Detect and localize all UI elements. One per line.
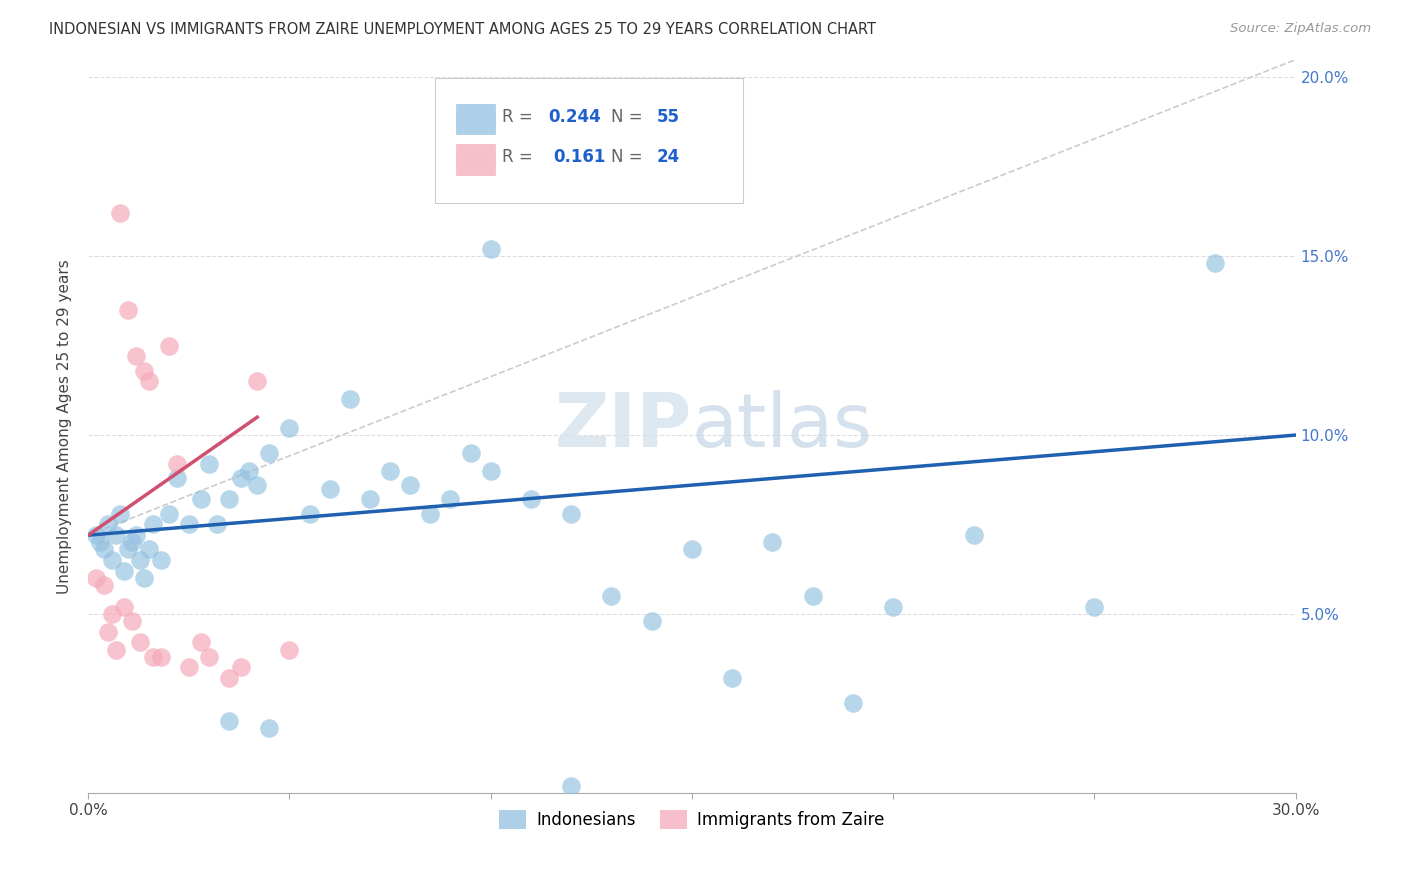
Point — [125, 350, 148, 364]
Point — [129, 635, 152, 649]
Point — [761, 535, 783, 549]
Point — [105, 642, 128, 657]
Point — [882, 599, 904, 614]
Point — [93, 578, 115, 592]
Point — [259, 446, 281, 460]
Point — [110, 206, 132, 220]
Point — [560, 779, 582, 793]
Point — [218, 492, 240, 507]
Point — [177, 660, 200, 674]
Point — [149, 553, 172, 567]
Point — [246, 375, 269, 389]
Text: N =: N = — [612, 108, 648, 126]
Point — [157, 507, 180, 521]
FancyBboxPatch shape — [434, 78, 742, 202]
Point — [318, 482, 340, 496]
Point — [121, 614, 143, 628]
Text: INDONESIAN VS IMMIGRANTS FROM ZAIRE UNEMPLOYMENT AMONG AGES 25 TO 29 YEARS CORRE: INDONESIAN VS IMMIGRANTS FROM ZAIRE UNEM… — [49, 22, 876, 37]
Point — [419, 507, 441, 521]
FancyBboxPatch shape — [457, 103, 495, 135]
Point — [190, 492, 212, 507]
Point — [801, 589, 824, 603]
Point — [479, 242, 502, 256]
Text: atlas: atlas — [692, 390, 873, 463]
Point — [117, 302, 139, 317]
Point — [177, 517, 200, 532]
Point — [101, 553, 124, 567]
Text: 0.244: 0.244 — [548, 108, 600, 126]
Point — [205, 517, 228, 532]
Point — [110, 507, 132, 521]
FancyBboxPatch shape — [457, 144, 495, 175]
Y-axis label: Unemployment Among Ages 25 to 29 years: Unemployment Among Ages 25 to 29 years — [58, 259, 72, 593]
Point — [560, 507, 582, 521]
Text: R =: R = — [502, 148, 544, 166]
Point — [138, 542, 160, 557]
Point — [149, 649, 172, 664]
Point — [134, 364, 156, 378]
Legend: Indonesians, Immigrants from Zaire: Indonesians, Immigrants from Zaire — [492, 803, 891, 836]
Point — [359, 492, 381, 507]
Point — [121, 535, 143, 549]
Point — [218, 671, 240, 685]
Point — [97, 517, 120, 532]
Point — [278, 421, 301, 435]
Point — [97, 624, 120, 639]
Point — [439, 492, 461, 507]
Point — [842, 696, 865, 710]
Point — [105, 528, 128, 542]
Point — [138, 375, 160, 389]
Point — [89, 535, 111, 549]
Point — [166, 471, 188, 485]
Text: 0.161: 0.161 — [553, 148, 606, 166]
Point — [157, 339, 180, 353]
Point — [246, 478, 269, 492]
Point — [399, 478, 422, 492]
Text: R =: R = — [502, 108, 538, 126]
Point — [229, 471, 252, 485]
Point — [141, 649, 163, 664]
Point — [229, 660, 252, 674]
Point — [339, 392, 361, 407]
Point — [198, 457, 221, 471]
Point — [681, 542, 703, 557]
Text: Source: ZipAtlas.com: Source: ZipAtlas.com — [1230, 22, 1371, 36]
Point — [600, 589, 623, 603]
Point — [190, 635, 212, 649]
Point — [125, 528, 148, 542]
Point — [640, 614, 662, 628]
Point — [1083, 599, 1105, 614]
Point — [1204, 256, 1226, 270]
Point — [117, 542, 139, 557]
Point — [378, 464, 401, 478]
Point — [259, 721, 281, 735]
Point — [721, 671, 744, 685]
Point — [93, 542, 115, 557]
Text: 24: 24 — [657, 148, 681, 166]
Point — [84, 571, 107, 585]
Text: ZIP: ZIP — [554, 390, 692, 463]
Point — [129, 553, 152, 567]
Point — [218, 714, 240, 728]
Point — [101, 607, 124, 621]
Point — [298, 507, 321, 521]
Point — [278, 642, 301, 657]
Point — [166, 457, 188, 471]
Text: 55: 55 — [657, 108, 681, 126]
Point — [238, 464, 260, 478]
Text: N =: N = — [612, 148, 648, 166]
Point — [112, 564, 135, 578]
Point — [112, 599, 135, 614]
Point — [479, 464, 502, 478]
Point — [134, 571, 156, 585]
Point — [962, 528, 984, 542]
Point — [460, 446, 482, 460]
Point — [520, 492, 543, 507]
Point — [198, 649, 221, 664]
Point — [84, 528, 107, 542]
Point — [141, 517, 163, 532]
